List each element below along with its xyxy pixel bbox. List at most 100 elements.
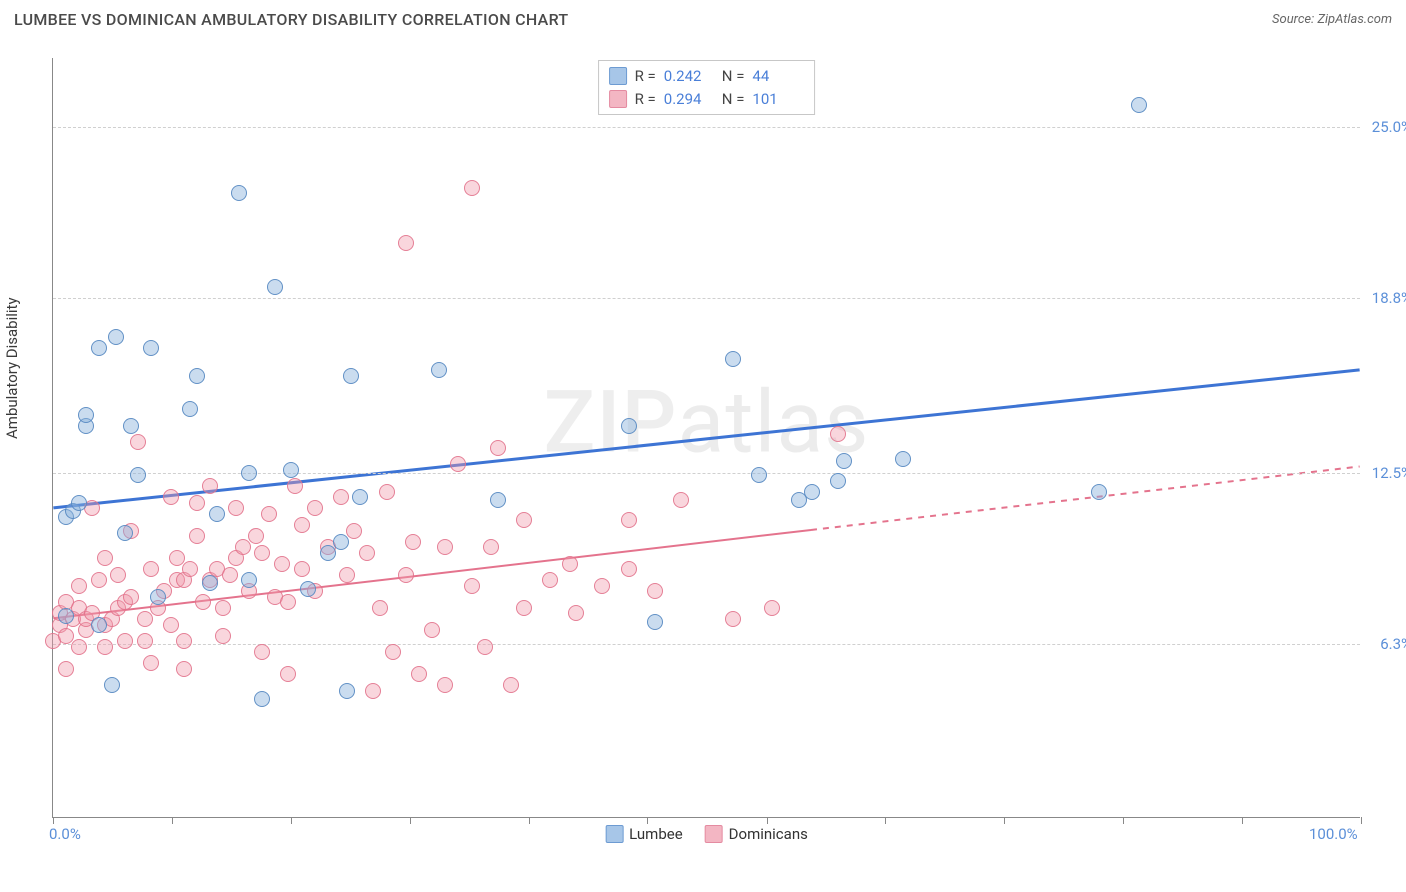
gridline [53, 127, 1360, 128]
data-point [91, 572, 107, 588]
data-point [352, 489, 368, 505]
data-point [231, 185, 247, 201]
data-point [241, 572, 257, 588]
data-point [222, 567, 238, 583]
data-point [411, 666, 427, 682]
x-tick-label: 100.0% [1309, 825, 1358, 843]
data-point [97, 639, 113, 655]
data-point [359, 545, 375, 561]
data-point [117, 525, 133, 541]
data-point [143, 655, 159, 671]
data-point [424, 622, 440, 638]
scatter-chart: ZIPatlas R =0.242N =44R =0.294N =101 Lum… [52, 58, 1360, 818]
data-point [254, 691, 270, 707]
x-tick [529, 817, 530, 824]
data-point [117, 633, 133, 649]
data-point [503, 677, 519, 693]
data-point [202, 575, 218, 591]
data-point [562, 556, 578, 572]
data-point [254, 545, 270, 561]
x-tick [647, 817, 648, 824]
data-point [333, 534, 349, 550]
data-point [568, 605, 584, 621]
data-point [189, 368, 205, 384]
data-point [228, 500, 244, 516]
gridline [53, 644, 1360, 645]
data-point [398, 567, 414, 583]
data-point [333, 489, 349, 505]
data-point [123, 589, 139, 605]
data-point [91, 340, 107, 356]
data-point [477, 639, 493, 655]
data-point [130, 434, 146, 450]
series-legend: Lumbee Dominicans [605, 825, 808, 843]
data-point [189, 528, 205, 544]
data-point [287, 478, 303, 494]
legend-stats-box: R =0.242N =44R =0.294N =101 [598, 60, 816, 115]
data-point [104, 677, 120, 693]
data-point [283, 462, 299, 478]
x-tick [885, 817, 886, 824]
data-point [209, 506, 225, 522]
data-point [215, 628, 231, 644]
data-point [91, 617, 107, 633]
data-point [365, 683, 381, 699]
source-credit: Source: ZipAtlas.com [1272, 12, 1392, 27]
data-point [621, 418, 637, 434]
y-axis-label: Ambulatory Disability [3, 297, 21, 439]
legend-item: Lumbee [605, 825, 683, 843]
data-point [830, 426, 846, 442]
data-point [267, 279, 283, 295]
data-point [490, 440, 506, 456]
y-tick-label: 25.0% [1364, 118, 1406, 136]
data-point [594, 578, 610, 594]
data-point [516, 600, 532, 616]
data-point [58, 661, 74, 677]
data-point [176, 661, 192, 677]
data-point [235, 539, 251, 555]
data-point [725, 351, 741, 367]
data-point [320, 545, 336, 561]
data-point [764, 600, 780, 616]
data-point [241, 465, 257, 481]
trend-lines [53, 58, 1360, 817]
data-point [673, 492, 689, 508]
data-point [431, 362, 447, 378]
x-tick [410, 817, 411, 824]
x-tick [1361, 817, 1362, 824]
x-tick [767, 817, 768, 824]
chart-header: LUMBEE VS DOMINICAN AMBULATORY DISABILIT… [0, 0, 1406, 35]
data-point [110, 567, 126, 583]
data-point [58, 608, 74, 624]
data-point [254, 644, 270, 660]
legend-swatch [605, 825, 623, 843]
data-point [176, 633, 192, 649]
data-point [751, 467, 767, 483]
data-point [464, 180, 480, 196]
data-point [372, 600, 388, 616]
data-point [725, 611, 741, 627]
data-point [123, 418, 139, 434]
x-tick [172, 817, 173, 824]
y-tick-label: 18.8% [1364, 289, 1406, 307]
data-point [215, 600, 231, 616]
data-point [385, 644, 401, 660]
data-point [300, 581, 316, 597]
data-point [542, 572, 558, 588]
data-point [137, 633, 153, 649]
data-point [294, 517, 310, 533]
data-point [189, 495, 205, 511]
data-point [71, 578, 87, 594]
legend-stat-row: R =0.294N =101 [609, 88, 803, 111]
data-point [143, 340, 159, 356]
x-tick [1242, 817, 1243, 824]
data-point [621, 561, 637, 577]
data-point [137, 611, 153, 627]
data-point [343, 368, 359, 384]
data-point [248, 528, 264, 544]
data-point [490, 492, 506, 508]
data-point [830, 473, 846, 489]
watermark: ZIPatlas [543, 372, 869, 473]
legend-item: Dominicans [705, 825, 808, 843]
x-tick [1004, 817, 1005, 824]
